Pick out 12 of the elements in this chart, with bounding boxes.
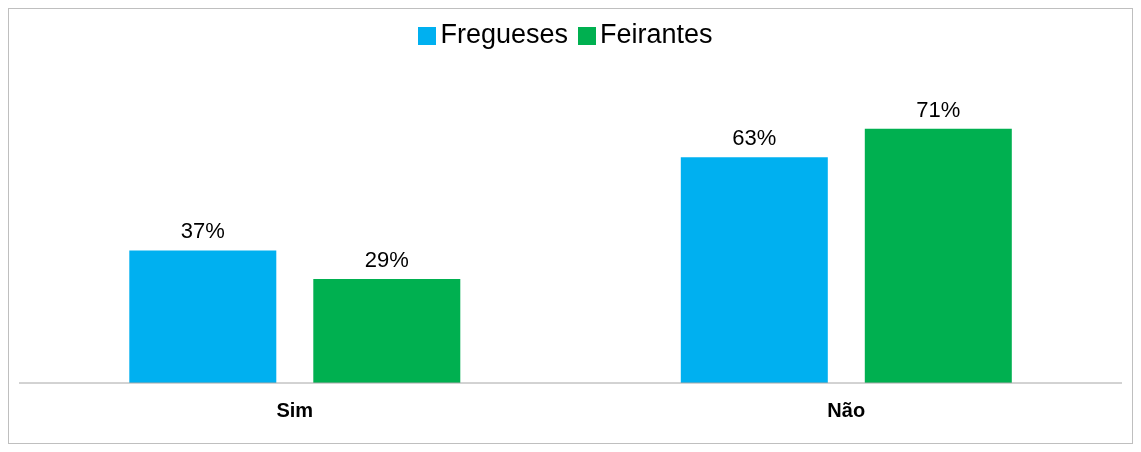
bar (680, 157, 828, 383)
bar (864, 128, 1012, 383)
data-label: 29% (364, 247, 409, 273)
data-label: 71% (916, 96, 961, 122)
x-tick-label: Não (827, 399, 866, 422)
legend-label: Fregueses (440, 19, 568, 49)
data-label: 37% (180, 218, 225, 244)
x-tick-label: Sim (276, 399, 314, 422)
legend-label: Feirantes (600, 19, 713, 49)
bar (129, 250, 277, 383)
bar (313, 279, 461, 383)
data-label: 63% (732, 125, 777, 151)
